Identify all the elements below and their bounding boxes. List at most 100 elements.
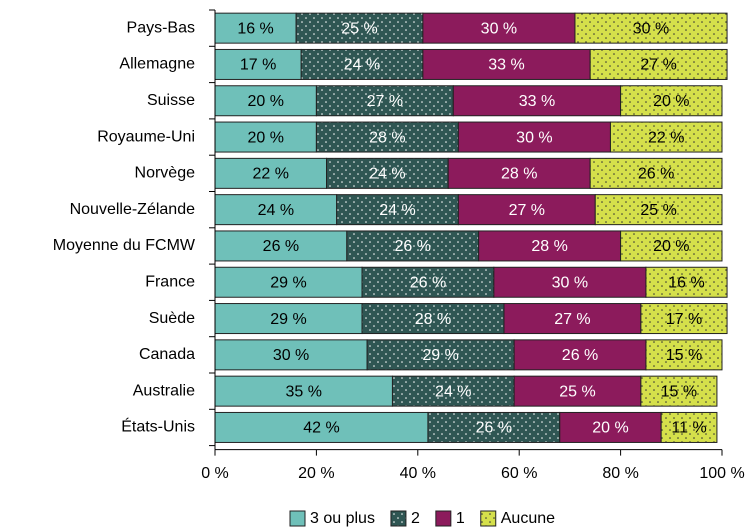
data-label: 30 %	[633, 20, 669, 37]
data-label: 20 %	[247, 129, 283, 146]
data-label: 33 %	[488, 57, 524, 74]
data-label: 16 %	[237, 20, 273, 37]
data-label: 26 %	[562, 347, 598, 364]
data-label: 33 %	[519, 93, 555, 110]
data-label: 20 %	[653, 238, 689, 255]
data-label: 26 %	[263, 238, 299, 255]
bar-segment	[645, 266, 728, 298]
data-label: 24 %	[379, 202, 415, 219]
bar-segment	[214, 48, 302, 80]
bar-segment	[620, 230, 723, 262]
y-tick-label: États-Unis	[121, 417, 195, 436]
data-label: 26 %	[476, 420, 512, 437]
data-label: 35 %	[285, 383, 321, 400]
bar-segment	[478, 230, 622, 262]
data-label: 24 %	[344, 57, 380, 74]
bar-segment	[457, 194, 596, 226]
y-tick-label: Moyenne du FCMW	[53, 237, 196, 254]
data-label: 27 %	[367, 93, 403, 110]
data-label: 29 %	[422, 347, 458, 364]
legend-swatch	[289, 510, 306, 527]
data-label: 27 %	[640, 57, 676, 74]
data-label: 24 %	[258, 202, 294, 219]
bar-segment	[214, 194, 338, 226]
legend-label: Aucune	[501, 510, 555, 527]
data-label: 20 %	[247, 93, 283, 110]
legend-label: 3 ou plus	[310, 510, 375, 527]
data-label: 27 %	[509, 202, 545, 219]
data-label: 25 %	[640, 202, 676, 219]
y-tick-label: Canada	[139, 346, 195, 363]
bar-segment	[559, 411, 662, 443]
bar-segment	[620, 85, 723, 117]
bar-segment	[214, 230, 348, 262]
bar-segment	[422, 12, 576, 44]
bar-segment	[361, 303, 505, 335]
data-label: 20 %	[592, 420, 628, 437]
data-label: 25 %	[559, 383, 595, 400]
data-label: 28 %	[531, 238, 567, 255]
bar-segment	[326, 157, 449, 189]
bar-segment	[214, 266, 363, 298]
x-tick-label: 40 %	[400, 465, 436, 482]
data-label: 24 %	[369, 166, 405, 183]
data-label: 15 %	[666, 347, 702, 364]
y-tick-label: Australie	[133, 382, 195, 399]
bar-segment	[427, 411, 561, 443]
x-tick-label: 80 %	[602, 465, 638, 482]
y-tick-label: France	[145, 273, 195, 290]
bar-segment	[640, 303, 728, 335]
bar-segment	[589, 48, 728, 80]
bar-segment	[660, 411, 718, 443]
legend-swatch	[435, 510, 452, 527]
data-label: 15 %	[661, 383, 697, 400]
y-tick-label: Norvège	[135, 165, 196, 182]
data-label: 29 %	[270, 311, 306, 328]
data-label: 29 %	[270, 274, 306, 291]
bar-segment	[214, 339, 368, 371]
data-label: 30 %	[273, 347, 309, 364]
legend-label: 2	[411, 510, 420, 527]
data-label: 30 %	[552, 274, 588, 291]
bar-segment	[640, 375, 718, 407]
data-label: 42 %	[303, 420, 339, 437]
data-label: 22 %	[648, 129, 684, 146]
bar-segment	[214, 375, 393, 407]
data-label: 16 %	[668, 274, 704, 291]
bar-segment	[391, 375, 515, 407]
y-tick-label: Suède	[149, 310, 195, 327]
bar-segment	[447, 157, 591, 189]
x-tick-label: 60 %	[501, 465, 537, 482]
x-tick-label: 0 %	[201, 465, 229, 482]
data-label: 20 %	[653, 93, 689, 110]
data-label: 28 %	[415, 311, 451, 328]
legend-swatch	[480, 510, 497, 527]
bar-segment	[422, 48, 591, 80]
y-tick-label: Nouvelle-Zélande	[70, 201, 196, 218]
data-label: 30 %	[481, 20, 517, 37]
bar-segment	[315, 85, 454, 117]
data-label: 22 %	[253, 166, 289, 183]
bar-segment	[589, 157, 723, 189]
y-tick-label: Royaume-Uni	[97, 128, 195, 145]
data-label: 11 %	[671, 420, 706, 437]
bar-segment	[366, 339, 515, 371]
y-tick-label: Pays-Bas	[127, 19, 195, 36]
bar-segment	[214, 121, 317, 153]
bar-segment	[645, 339, 723, 371]
x-tick-label: 100 %	[699, 465, 744, 482]
data-label: 24 %	[435, 383, 471, 400]
bar-segment	[493, 266, 647, 298]
data-label: 25 %	[341, 20, 377, 37]
bar-segment	[574, 12, 728, 44]
legend-label: 1	[456, 510, 465, 527]
y-tick-label: Allemagne	[119, 56, 195, 73]
bar-segment	[315, 121, 459, 153]
data-label: 17 %	[240, 57, 276, 74]
bar-segment	[336, 194, 459, 226]
bar-segment	[295, 12, 424, 44]
data-label: 26 %	[394, 238, 430, 255]
y-tick-label: Suisse	[147, 92, 195, 109]
data-label: 17 %	[666, 311, 702, 328]
bar-segment	[594, 194, 723, 226]
